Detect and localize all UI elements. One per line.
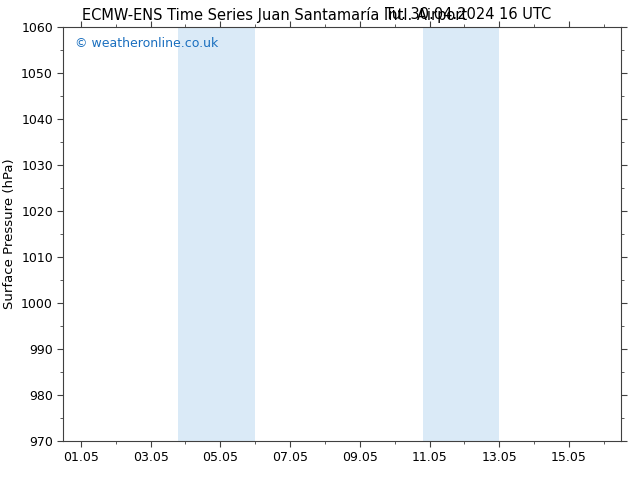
Y-axis label: Surface Pressure (hPa): Surface Pressure (hPa) [3,159,16,309]
Bar [461,27,500,441]
Text: © weatheronline.co.uk: © weatheronline.co.uk [75,37,218,50]
Text: ECMW-ENS Time Series Juan Santamaría Intl. Airport: ECMW-ENS Time Series Juan Santamaría Int… [82,7,467,24]
Text: Tu. 30.04.2024 16 UTC: Tu. 30.04.2024 16 UTC [385,7,552,23]
Bar [179,27,217,441]
Bar [422,27,461,441]
Bar [217,27,255,441]
